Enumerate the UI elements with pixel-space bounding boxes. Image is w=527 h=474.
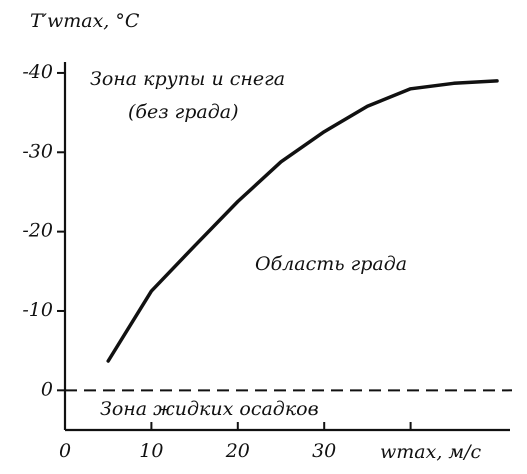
x-tick-label: 30 bbox=[312, 440, 336, 462]
x-tick-label: 0 bbox=[59, 440, 71, 462]
x-tick-label: 10 bbox=[139, 440, 163, 462]
x-axis-label: wmax, м/с bbox=[380, 441, 482, 463]
annotation: Зона жидких осадков bbox=[100, 398, 319, 420]
y-axis-label: T′wmax, °C bbox=[30, 10, 140, 32]
x-tick-label: 20 bbox=[225, 440, 250, 462]
annotation: (без града) bbox=[128, 101, 239, 123]
y-tick-label: -20 bbox=[22, 220, 53, 242]
y-tick-label: -10 bbox=[22, 299, 53, 321]
y-tick-label: 0 bbox=[41, 378, 53, 400]
annotation: Зона крупы и снега bbox=[90, 68, 285, 90]
y-tick-label: -40 bbox=[22, 61, 53, 83]
y-tick-label: -30 bbox=[22, 140, 53, 162]
annotation: Область града bbox=[255, 253, 407, 275]
line bbox=[106, 79, 499, 363]
